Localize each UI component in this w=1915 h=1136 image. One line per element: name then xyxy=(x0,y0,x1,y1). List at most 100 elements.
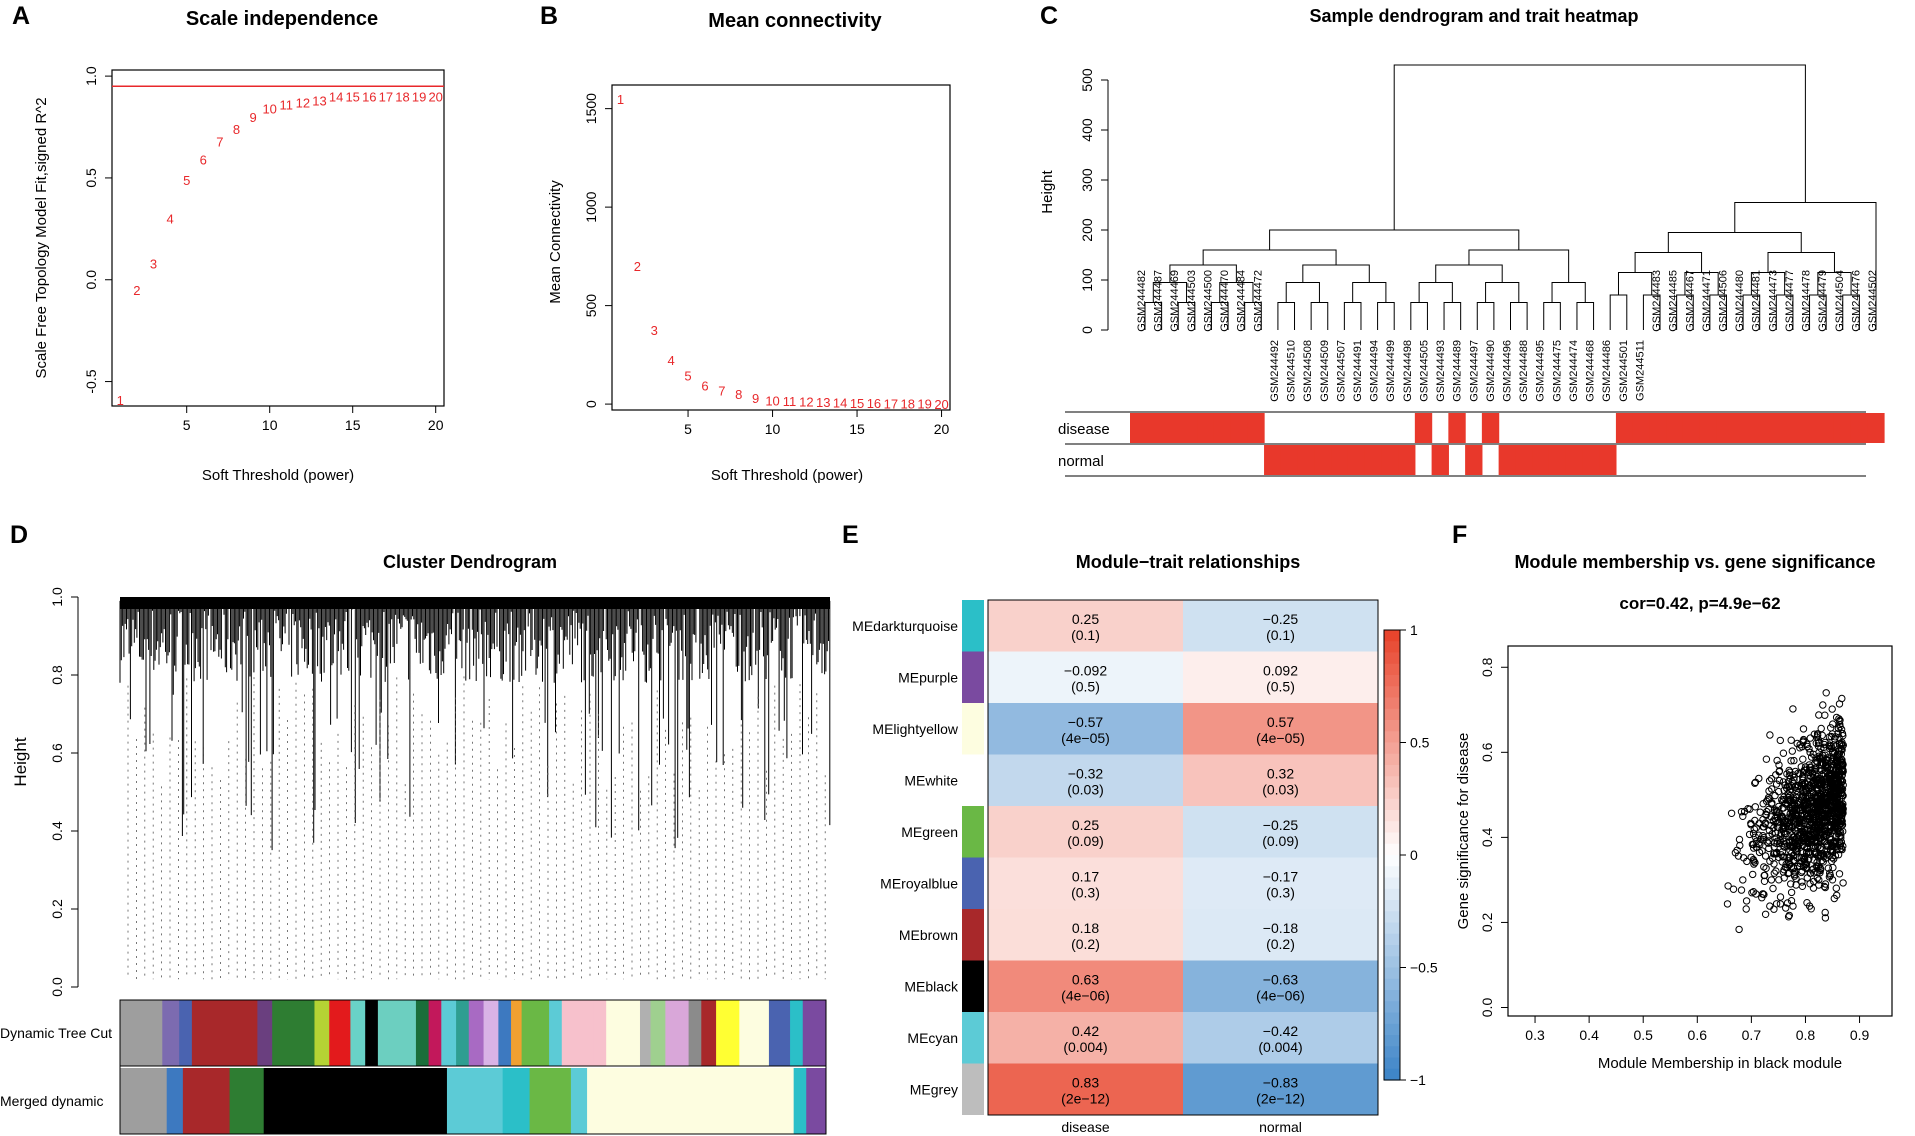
panel-a-point-label: 1 xyxy=(117,393,124,408)
panel-c-trait-disease: disease xyxy=(1058,421,1110,438)
panel-b-x-tick-label: 20 xyxy=(934,421,950,437)
panel-c-trait-cell-disease xyxy=(1197,413,1215,443)
panel-e-legend-tick-label: 1 xyxy=(1410,622,1418,638)
panel-d-label: D xyxy=(10,521,28,549)
panel-c-sample-label: GSM244509 xyxy=(1319,340,1331,402)
panel-a-y-tick-label: 1.0 xyxy=(83,66,99,86)
panel-b-title: Mean connectivity xyxy=(708,10,882,32)
panel-c-sample-label: GSM244505 xyxy=(1418,340,1430,402)
panel-e-cell-pvalue: (0.09) xyxy=(1067,833,1104,849)
panel-d-ylabel: Height xyxy=(11,737,30,786)
panel-c-trait-cell-normal xyxy=(1314,445,1332,475)
panel-c-sample-label: GSM244506 xyxy=(1717,270,1729,332)
panel-e-cell-pvalue: (0.2) xyxy=(1071,936,1100,952)
panel-e-cell-pvalue: (0.1) xyxy=(1266,627,1295,643)
panel-d-merged-color-cell xyxy=(806,1068,827,1134)
panel-e-heatmap: MEdarkturquoise 0.25(0.1)−0.25(0.1)MEpurp… xyxy=(852,599,1379,1135)
panel-e-legend-swatch xyxy=(1384,922,1400,935)
panel-d-dynamic-color-cell xyxy=(204,1000,258,1066)
panel-d-merged-color-cell xyxy=(669,1068,725,1134)
panel-c-trait-cell-normal xyxy=(1548,445,1567,475)
panel-c-trait-cell-normal xyxy=(1398,445,1416,475)
panel-b-y-tick-label: 500 xyxy=(583,294,599,318)
panel-c-trait-normal: normal xyxy=(1058,453,1104,470)
panel-c-dendro-link xyxy=(1510,302,1528,330)
panel-d-y-tick-label: 0.2 xyxy=(49,899,65,919)
panel-e-cell-value: 0.42 xyxy=(1072,1023,1099,1039)
panel-d-dynamic-color-cell xyxy=(593,1000,607,1066)
panel-a-point-label: 8 xyxy=(233,122,240,137)
panel-b-x-axis: 5 10 15 20 xyxy=(684,409,950,437)
panel-e-legend-tick-label: −0.5 xyxy=(1410,960,1438,976)
panel-e: E Module−trait relationships MEdarkturqu… xyxy=(842,521,1438,1135)
panel-d-dynamic-color-cell xyxy=(415,1000,430,1066)
panel-c-sample-label: GSM244475 xyxy=(1551,340,1563,402)
panel-e-cell-pvalue: (0.3) xyxy=(1071,884,1100,900)
panel-e-cell-pvalue: (2e−12) xyxy=(1256,1090,1305,1106)
panel-e-row-color xyxy=(962,960,984,1012)
panel-f-x-tick-label: 0.5 xyxy=(1633,1027,1653,1043)
panel-f-subtitle: cor=0.42, p=4.9e−62 xyxy=(1619,594,1780,613)
panel-e-legend-swatch xyxy=(1384,765,1400,777)
panel-e-cell xyxy=(1183,1063,1378,1115)
panel-f-x-tick-label: 0.8 xyxy=(1796,1027,1816,1043)
panel-d-dynamic-color-cell xyxy=(257,1000,273,1066)
panel-a-point-label: 18 xyxy=(395,89,409,104)
panel-c-sample-label: GSM244468 xyxy=(1585,340,1597,402)
panel-e-cell xyxy=(1183,703,1378,755)
panel-d: D Cluster Dendrogram Height 0.0 0.2 0.4 0.6… xyxy=(0,521,831,1135)
panel-b-x-tick-label: 15 xyxy=(849,421,865,437)
panel-c-sample-label: GSM244508 xyxy=(1302,340,1314,402)
panel-c-sample-label: GSM244484 xyxy=(1236,270,1248,332)
panel-c-dendro-link xyxy=(1767,252,1835,273)
panel-d-dynamic-color-cell xyxy=(441,1000,457,1066)
panel-c-dendro-link xyxy=(1269,229,1520,250)
panel-e-cell xyxy=(988,600,1183,652)
panel-c-trait-cell-normal xyxy=(1364,445,1382,475)
panel-d-dynamic-color-cell xyxy=(272,1000,315,1066)
panel-c-trait-cell-normal xyxy=(1347,445,1366,475)
panel-e-cell-value: 0.18 xyxy=(1072,920,1099,936)
panel-a-ylabel: Scale Free Topology Model Fit,signed R^2 xyxy=(33,97,50,378)
panel-d-merged-color-cell xyxy=(570,1068,588,1134)
panel-c-trait-cell-disease xyxy=(1230,413,1248,443)
panel-c-trait-cell-disease xyxy=(1163,413,1181,443)
panel-d-y-tick-label: 0.0 xyxy=(49,977,65,997)
panel-e-cell xyxy=(988,1012,1183,1064)
panel-c-sample-label: GSM244479 xyxy=(1817,270,1829,332)
panel-d-y-tick-label: 1.0 xyxy=(49,587,65,607)
panel-e-cell-value: 0.17 xyxy=(1072,868,1099,884)
panel-d-y-tick-label: 0.4 xyxy=(49,821,65,841)
panel-d-merged-color-cell xyxy=(229,1068,265,1134)
panel-e-cell-pvalue: (0.004) xyxy=(1063,1039,1107,1055)
panel-c-dendro-link xyxy=(1377,302,1395,330)
panel-c-dendro-link xyxy=(1310,302,1329,330)
panel-c-title: Sample dendrogram and trait heatmap xyxy=(1309,6,1638,26)
panel-e-cell xyxy=(988,857,1183,909)
panel-c-y-tick-label: 100 xyxy=(1079,268,1095,292)
panel-a-point-label: 15 xyxy=(345,89,359,104)
panel-b-point-label: 16 xyxy=(867,396,881,411)
panel-c-sample-label: GSM244469 xyxy=(1169,270,1181,332)
panel-b-plot-box xyxy=(611,84,951,411)
panel-c-trait-cell-normal xyxy=(1498,445,1516,475)
panel-c-trait-cell-normal xyxy=(1381,445,1399,475)
panel-c-dendro-link xyxy=(1410,302,1428,330)
panel-c-sample-label: GSM244485 xyxy=(1668,270,1680,332)
panel-b: B Mean connectivity 5 10 15 20 050010001500… xyxy=(540,2,951,484)
panel-c-trait-cell-disease xyxy=(1699,413,1718,443)
panel-d-dynamic-color-cell xyxy=(521,1000,550,1066)
panel-b-y-tick-label: 0 xyxy=(583,400,599,408)
panel-e-legend-swatch xyxy=(1384,933,1400,946)
panel-c-sample-label: GSM244511 xyxy=(1634,340,1646,401)
panel-c-sample-label: GSM244507 xyxy=(1335,340,1347,402)
panel-e-row-label: MEblack xyxy=(904,978,959,994)
panel-c-trait-cell-disease xyxy=(1733,413,1751,443)
panel-a-point-label: 19 xyxy=(412,89,426,104)
panel-e-legend-swatch xyxy=(1384,978,1400,991)
panel-e-legend-swatch xyxy=(1384,810,1400,822)
panel-d-merged-color-cell xyxy=(120,1068,168,1134)
panel-c-sample-label: GSM244502 xyxy=(1867,270,1879,332)
panel-d-dynamic-color-cell xyxy=(688,1000,702,1066)
panel-c-dendro-link xyxy=(1617,272,1653,295)
